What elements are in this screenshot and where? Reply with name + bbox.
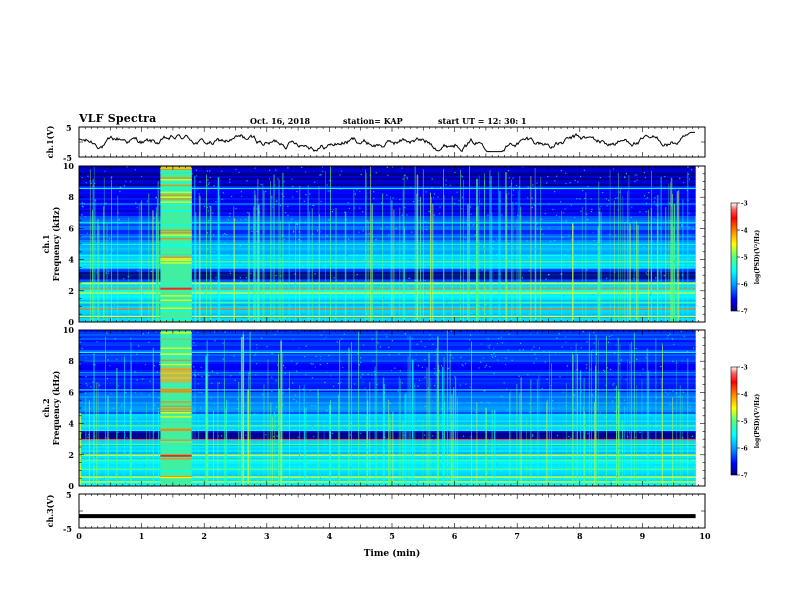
figure-title: VLF Spectra: [79, 112, 157, 125]
ch1-spectrogram-ylabel-channel: ch.1: [41, 234, 51, 253]
ch1-spectrogram-ytick-6: 6: [68, 223, 74, 233]
ch2-spectrogram-image: [79, 330, 696, 487]
ch1-spectrogram-ytick-10: 10: [63, 161, 75, 171]
ch1-spectrogram-ytick-2: 2: [68, 286, 74, 296]
ch2-spectrogram-ytick-2: 2: [68, 450, 74, 460]
xtick-1: 1: [139, 531, 145, 541]
date-label: Oct. 16, 2018: [250, 116, 311, 126]
ch1-spectrogram-colorbar-tick--4: -4: [741, 228, 748, 235]
ch3-waveform-frame: [78, 493, 706, 529]
ch2-spectrogram-ylabel-frequency: Frequency (kHz): [51, 370, 61, 445]
ch2-spectrogram-colorbar: [730, 366, 738, 476]
xtick-3: 3: [264, 531, 270, 541]
station-label: station= KAP: [343, 116, 403, 126]
xtick-5: 5: [389, 531, 395, 541]
ch3-waveform-ytick-max: 5: [66, 490, 72, 500]
ch1-waveform-ytick-min: -5: [63, 153, 72, 163]
xtick-2: 2: [201, 531, 207, 541]
ch2-spectrogram-ytick-6: 6: [68, 387, 74, 397]
ch2-spectrogram-ylabel-channel: ch.2: [41, 398, 51, 417]
ch2-spectrogram-ytick-4: 4: [68, 419, 74, 429]
xtick-10: 10: [699, 531, 711, 541]
xtick-4: 4: [327, 531, 333, 541]
ch1-spectrogram-ytick-0: 0: [68, 317, 74, 327]
xtick-8: 8: [577, 531, 583, 541]
ch1-spectrogram-ytick-8: 8: [68, 192, 74, 202]
ch2-spectrogram-ytick-8: 8: [68, 356, 74, 366]
ch1-spectrogram-colorbar-label: log(PSD)(V²/Hz): [754, 230, 761, 285]
xtick-6: 6: [452, 531, 458, 541]
ch2-spectrogram-colorbar-tick--4: -4: [741, 392, 748, 399]
ch3-waveform-ylabel: ch.3(V): [45, 494, 55, 527]
xtick-0: 0: [76, 531, 82, 541]
ch2-spectrogram-colorbar-tick--5: -5: [741, 419, 748, 426]
ch2-spectrogram-ytick-0: 0: [68, 481, 74, 491]
ch2-spectrogram-ytick-10: 10: [63, 325, 75, 335]
ch2-spectrogram-colorbar-tick--6: -6: [741, 446, 748, 453]
ch1-spectrogram-ytick-4: 4: [68, 255, 74, 265]
ch2-spectrogram-colorbar-label: log(PSD)(V²/Hz): [754, 394, 761, 449]
xtick-9: 9: [640, 531, 646, 541]
ch1-waveform-ylabel: ch.1(V): [45, 125, 55, 158]
ch1-spectrogram-colorbar: [730, 202, 738, 312]
ch2-spectrogram-colorbar-tick--7: -7: [741, 473, 748, 480]
ch1-spectrogram-colorbar-tick--7: -7: [741, 309, 748, 316]
ch1-spectrogram-ylabel-frequency: Frequency (kHz): [51, 206, 61, 281]
ch1-spectrogram-colorbar-tick--6: -6: [741, 282, 748, 289]
ch1-spectrogram-colorbar-tick--5: -5: [741, 255, 748, 262]
ch1-spectrogram-image: [79, 166, 697, 324]
ch1-spectrogram-colorbar-tick--3: -3: [741, 201, 748, 208]
ch3-waveform-ytick-min: -5: [63, 524, 72, 534]
ch1-waveform-trace: [78, 131, 695, 153]
xaxis-label: Time (min): [364, 548, 421, 559]
ch1-waveform-ytick-max: 5: [66, 123, 72, 133]
xtick-7: 7: [514, 531, 520, 541]
start-time-label: start UT = 12: 30: 1: [438, 116, 527, 126]
ch2-spectrogram-colorbar-tick--3: -3: [741, 365, 748, 372]
